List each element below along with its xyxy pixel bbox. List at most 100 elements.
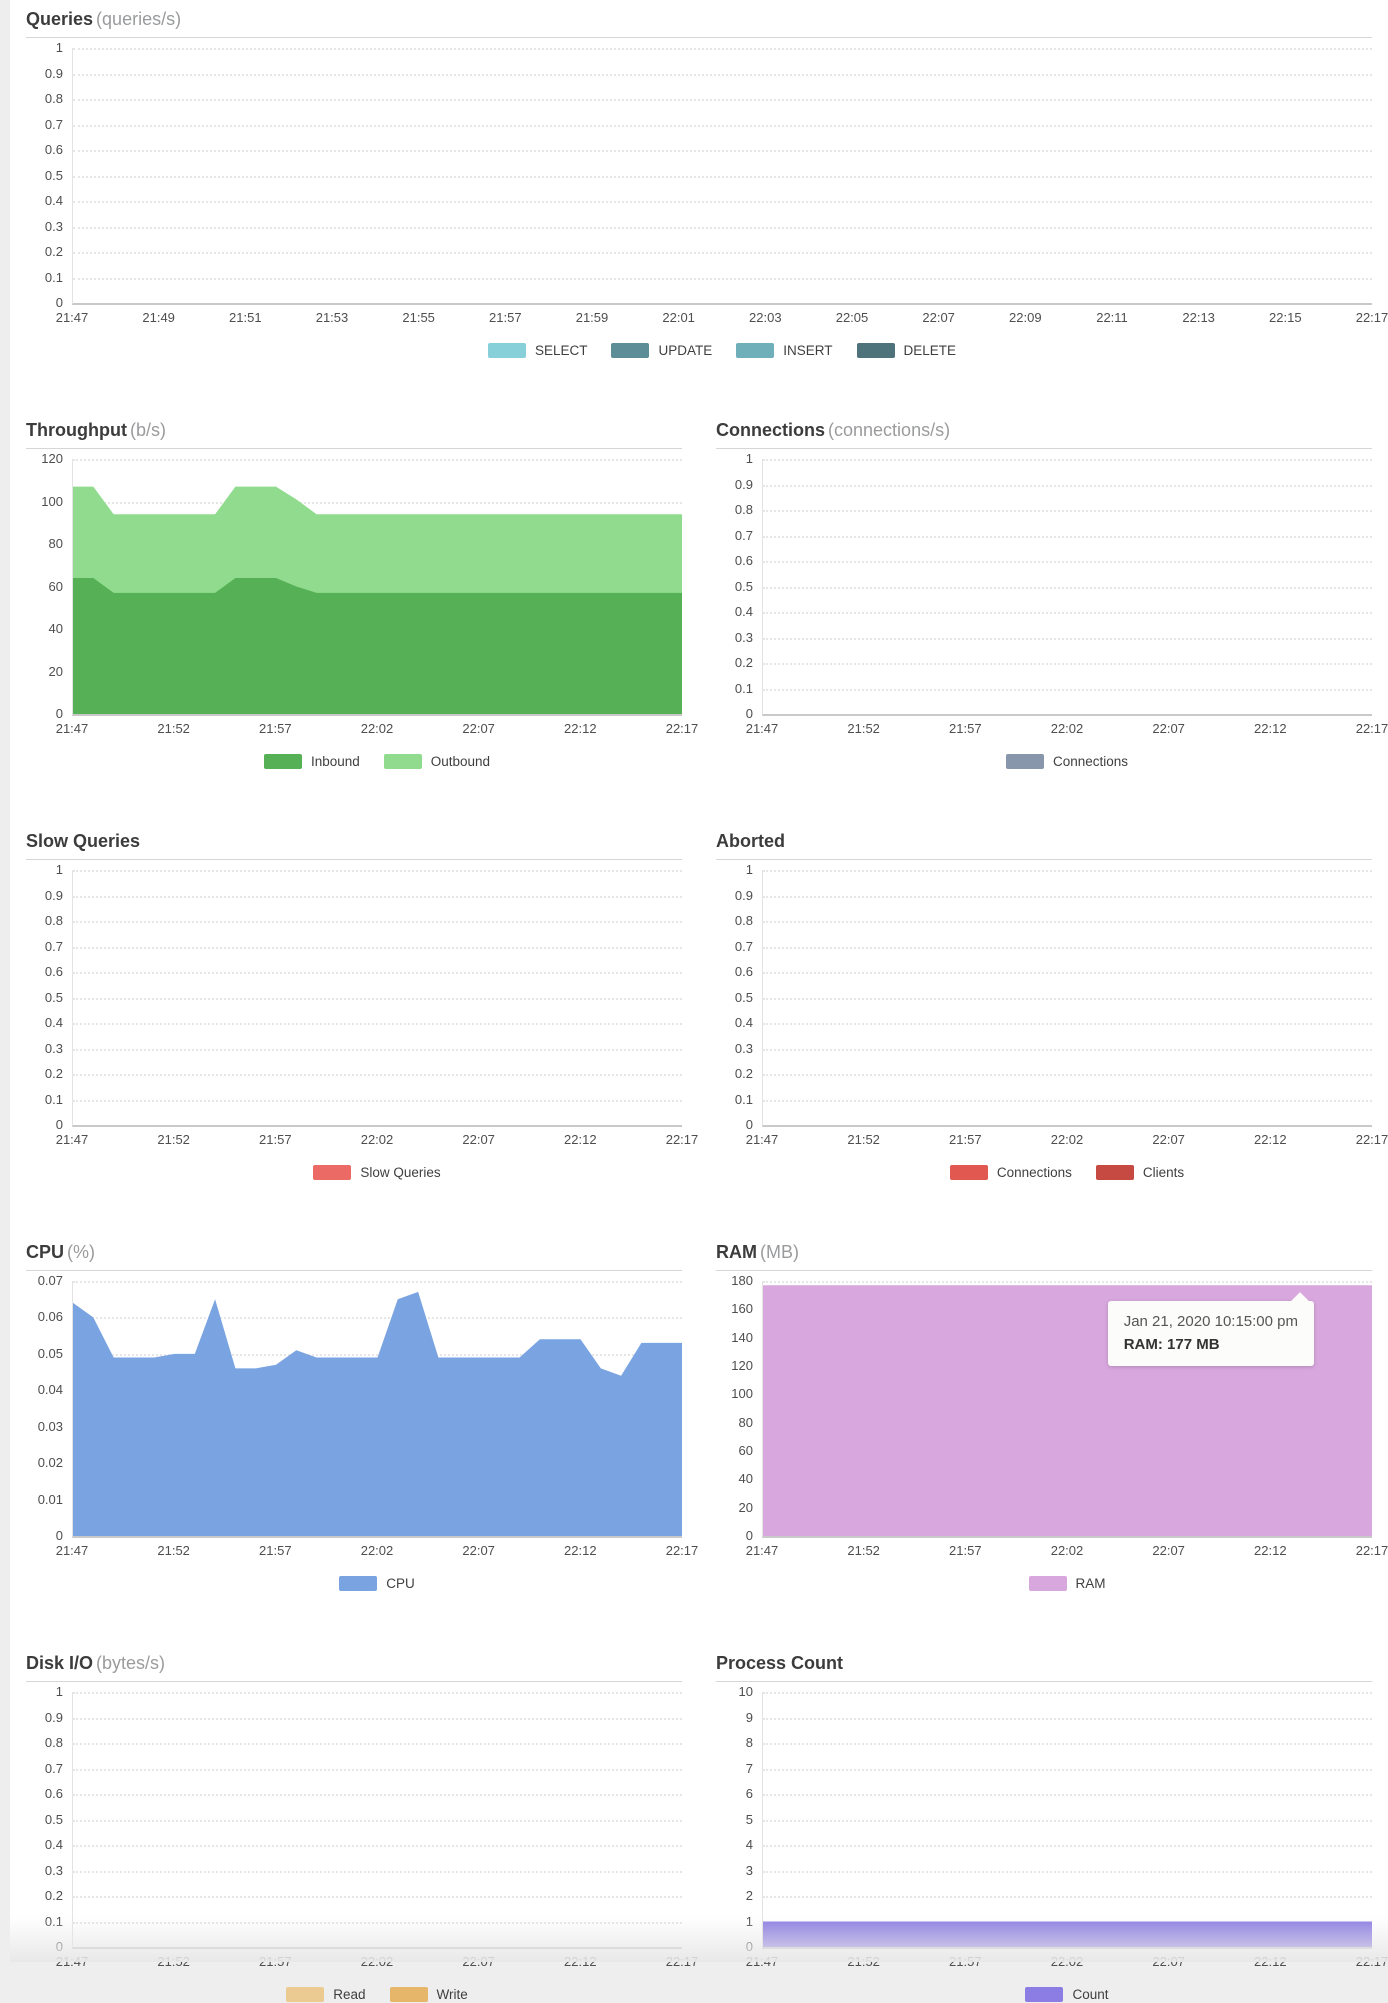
legend-item-write[interactable]: Write [390, 1987, 468, 2002]
legend-item-inbound[interactable]: Inbound [264, 754, 360, 769]
plot-area[interactable] [72, 1692, 682, 1949]
gridline [73, 1100, 682, 1102]
x-tick-label: 22:17 [1356, 1132, 1388, 1147]
y-tick-label: 0 [56, 1939, 63, 1955]
gridline [763, 998, 1372, 1000]
plot-area[interactable] [72, 459, 682, 716]
legend-label: Connections [997, 1165, 1072, 1180]
y-tick-label: 0.5 [45, 990, 63, 1006]
gridline [73, 48, 1372, 50]
legend-item-count[interactable]: Count [1025, 1987, 1108, 2002]
legend-item-delete[interactable]: DELETE [857, 343, 957, 358]
gridline [763, 921, 1372, 923]
chart-title-throughput: Throughput(b/s) [26, 419, 682, 449]
plot-area[interactable] [762, 459, 1372, 716]
legend-item-connections[interactable]: Connections [1006, 754, 1128, 769]
legend-item-outbound[interactable]: Outbound [384, 754, 490, 769]
plot-area[interactable] [72, 870, 682, 1127]
y-tick-label: 1 [56, 862, 63, 878]
chart-title-unit: (bytes/s) [96, 1653, 165, 1673]
plot-area[interactable] [762, 1692, 1372, 1949]
chart-title-unit: (connections/s) [828, 420, 950, 440]
legend-label: SELECT [535, 343, 588, 358]
legend-item-read[interactable]: Read [286, 1987, 365, 2002]
legend-swatch [339, 1576, 377, 1591]
y-tick-label: 0.6 [45, 964, 63, 980]
y-tick-label: 0.3 [45, 1041, 63, 1057]
y-tick-label: 2 [746, 1888, 753, 1904]
y-tick-label: 0.8 [45, 1735, 63, 1751]
legend-item-insert[interactable]: INSERT [736, 343, 832, 358]
x-tick-label: 22:12 [564, 1543, 597, 1558]
legend-item-slow-queries[interactable]: Slow Queries [313, 1165, 440, 1180]
y-tick-label: 4 [746, 1837, 753, 1853]
legend-swatch [1096, 1165, 1134, 1180]
legend-item-cpu[interactable]: CPU [339, 1576, 415, 1591]
y-tick-label: 0.4 [735, 1015, 753, 1031]
gridline [763, 536, 1372, 538]
legend-label: CPU [386, 1576, 415, 1591]
legend-label: Read [333, 1987, 365, 2002]
gridline [73, 176, 1372, 178]
legend: Read Write [72, 1986, 682, 2003]
gridline [763, 485, 1372, 487]
legend-swatch [313, 1165, 351, 1180]
chart-title-aborted: Aborted [716, 830, 1372, 860]
chart-title-connections: Connections(connections/s) [716, 419, 1372, 449]
y-tick-label: 0.07 [38, 1273, 63, 1289]
series-inbound [73, 578, 682, 714]
gridline [763, 459, 1372, 461]
legend-label: Inbound [311, 754, 360, 769]
legend-swatch [1029, 1576, 1067, 1591]
gridline [73, 896, 682, 898]
x-tick-label: 22:12 [1254, 721, 1287, 736]
gridline [73, 1023, 682, 1025]
legend-item-select[interactable]: SELECT [488, 343, 588, 358]
y-tick-label: 160 [731, 1301, 753, 1317]
legend-label: Clients [1143, 1165, 1184, 1180]
y-tick-label: 10 [739, 1684, 753, 1700]
x-tick-label: 21:52 [847, 1543, 880, 1558]
x-tick-label: 21:47 [746, 1543, 779, 1558]
plot-area[interactable] [72, 48, 1372, 305]
legend-swatch [286, 1987, 324, 2002]
legend-swatch [390, 1987, 428, 2002]
x-tick-label: 22:05 [836, 310, 869, 325]
plot-area[interactable] [72, 1281, 682, 1538]
y-tick-label: 0.8 [735, 913, 753, 929]
legend-label: RAM [1076, 1576, 1106, 1591]
y-tick-label: 60 [49, 579, 63, 595]
legend-item-update[interactable]: UPDATE [611, 343, 712, 358]
x-tick-label: 22:13 [1182, 310, 1215, 325]
y-tick-label: 5 [746, 1812, 753, 1828]
legend-item-clients[interactable]: Clients [1096, 1165, 1184, 1180]
y-tick-label: 0.3 [45, 219, 63, 235]
gridline [763, 870, 1372, 872]
plot-area[interactable] [762, 870, 1372, 1127]
y-tick-label: 0.5 [45, 168, 63, 184]
gridline [763, 1049, 1372, 1051]
legend-item-ram[interactable]: RAM [1029, 1576, 1106, 1591]
x-tick-label: 21:57 [949, 1543, 982, 1558]
chart-title-ram: RAM(MB) [716, 1241, 1372, 1271]
legend-item-connections[interactable]: Connections [950, 1165, 1072, 1180]
x-tick-label: 21:49 [142, 310, 175, 325]
y-tick-label: 0.3 [45, 1863, 63, 1879]
y-tick-label: 0.02 [38, 1455, 63, 1471]
legend-label: Outbound [431, 754, 490, 769]
y-tick-label: 0.9 [45, 66, 63, 82]
x-tick-label: 22:01 [662, 310, 695, 325]
y-tick-label: 0.9 [735, 477, 753, 493]
